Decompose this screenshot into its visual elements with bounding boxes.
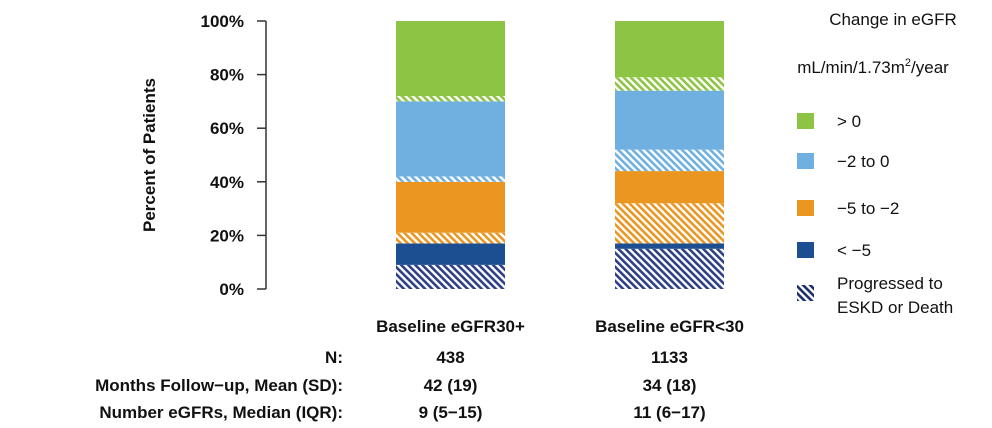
y-tick-label: 80%	[210, 66, 244, 85]
legend-subtitle-per-year: /year	[911, 58, 949, 77]
bar-segment	[396, 101, 505, 177]
bar-segment	[396, 176, 505, 182]
table-row-label: N:	[325, 348, 343, 367]
legend-label: > 0	[837, 112, 861, 131]
legend-title: Change in eGFR	[829, 10, 957, 29]
y-tick-label: 20%	[210, 226, 244, 245]
legend-entry: > 0	[797, 112, 861, 131]
category-labels: Baseline eGFR30+ Baseline eGFR<30	[376, 317, 744, 336]
legend-swatch	[797, 113, 814, 129]
table-row: Months Follow−up, Mean (SD): 42 (19) 34 (1…	[95, 376, 696, 395]
bar-stack	[615, 21, 724, 289]
bar-segment	[615, 77, 724, 91]
legend-subtitle-unit: mL/min/1.73m	[797, 58, 905, 77]
bar-segment	[396, 243, 505, 265]
legend-label: < −5	[837, 241, 871, 260]
category-label: Baseline eGFR30+	[376, 317, 525, 336]
table-cell: 34 (18)	[643, 376, 697, 395]
table-cell: 1133	[651, 348, 688, 367]
legend-label: −5 to −2	[837, 199, 899, 218]
legend-entry: < −5	[797, 241, 871, 260]
bar-segment	[615, 243, 724, 249]
table-row: Number eGFRs, Median (IQR): 9 (5−15) 11 (6…	[99, 403, 705, 422]
legend-swatch	[797, 242, 814, 258]
legend-entry: −2 to 0	[797, 152, 889, 171]
category-label: Baseline eGFR<30	[595, 317, 744, 336]
bar-segment	[615, 248, 724, 289]
legend-subtitle: mL/min/1.73m2/year	[797, 57, 949, 77]
bar-segment	[396, 21, 505, 97]
y-axis-label: Percent of Patients	[140, 78, 159, 232]
legend-entry: Progressed to ESKD or Death	[797, 274, 953, 317]
bar-segment	[396, 96, 505, 102]
bar-stack	[396, 21, 505, 289]
table-row-label: Number eGFRs, Median (IQR):	[99, 403, 343, 422]
legend: Change in eGFR mL/min/1.73m2/year > 0 −2 …	[797, 10, 957, 317]
legend-swatch	[797, 200, 814, 216]
bar-segment	[396, 232, 505, 244]
y-tick-label: 0%	[219, 280, 244, 299]
table-cell: 11 (6−17)	[633, 403, 705, 422]
bar-segment	[615, 171, 724, 204]
legend-label: Progressed to	[837, 274, 943, 293]
bar-segment	[615, 203, 724, 244]
y-axis: 0% 20% 40% 60% 80% 100%	[201, 12, 267, 299]
legend-label: ESKD or Death	[837, 298, 953, 317]
bars	[396, 21, 724, 289]
legend-swatch	[797, 153, 814, 169]
table-cell: 9 (5−15)	[419, 403, 483, 422]
bar-segment	[615, 21, 724, 78]
y-tick-label: 60%	[210, 119, 244, 138]
bar-segment	[396, 264, 505, 289]
y-tick-label: 40%	[210, 173, 244, 192]
legend-swatch	[797, 285, 814, 301]
bar-segment	[615, 149, 724, 172]
summary-table: N: 438 1133 Months Follow−up, Mean (SD): 42 …	[95, 348, 706, 422]
legend-label: −2 to 0	[837, 152, 889, 171]
y-tick-label: 100%	[201, 12, 244, 31]
legend-subtitle-superscript: 2	[905, 57, 911, 69]
table-cell: 438	[436, 348, 464, 367]
table-row: N: 438 1133	[325, 348, 688, 367]
table-cell: 42 (19)	[424, 376, 478, 395]
table-row-label: Months Follow−up, Mean (SD):	[95, 376, 343, 395]
legend-entry: −5 to −2	[797, 199, 899, 218]
bar-segment	[615, 90, 724, 150]
bar-segment	[396, 181, 505, 233]
